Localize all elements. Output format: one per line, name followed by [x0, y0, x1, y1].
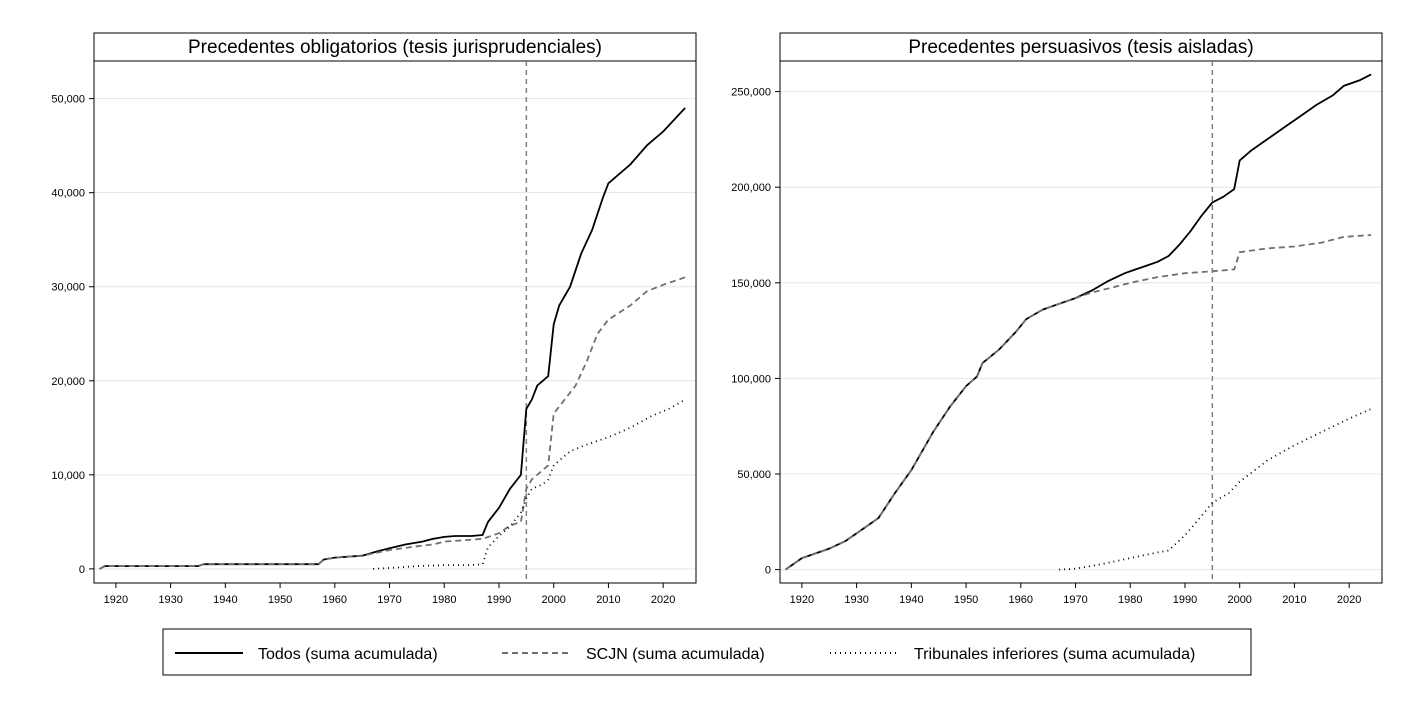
x-tick-label: 2010 — [596, 594, 620, 606]
legend-label-todos: Todos (suma acumulada) — [258, 646, 438, 663]
x-tick-label: 1930 — [844, 594, 868, 606]
x-tick-label: 1980 — [432, 594, 456, 606]
legend-box — [162, 628, 1252, 676]
x-tick-label: 1940 — [213, 594, 237, 606]
x-tick-label: 2020 — [1337, 594, 1361, 606]
legend-label-scjn: SCJN (suma acumulada) — [586, 646, 765, 663]
panel-title: Precedentes obligatorios (tesis jurispru… — [188, 37, 602, 58]
x-tick-label: 2010 — [1282, 594, 1306, 606]
x-tick-label: 1980 — [1118, 594, 1142, 606]
panel-title: Precedentes persuasivos (tesis aisladas) — [908, 37, 1253, 58]
y-tick-label: 0 — [79, 564, 85, 576]
x-tick-label: 1940 — [899, 594, 923, 606]
plot-frame — [779, 60, 1383, 584]
x-tick-label: 1950 — [954, 594, 978, 606]
x-tick-label: 1990 — [1173, 594, 1197, 606]
y-tick-label: 150,000 — [731, 278, 771, 290]
panel-obligatorios: Precedentes obligatorios (tesis jurispru… — [51, 32, 697, 606]
y-tick-label: 0 — [765, 565, 771, 577]
x-tick-label: 1920 — [790, 594, 814, 606]
x-tick-label: 1990 — [487, 594, 511, 606]
x-tick-label: 1970 — [377, 594, 401, 606]
y-tick-label: 100,000 — [731, 373, 771, 385]
y-tick-label: 200,000 — [731, 182, 771, 194]
y-tick-label: 50,000 — [51, 94, 85, 106]
x-tick-label: 1920 — [104, 594, 128, 606]
y-tick-label: 40,000 — [51, 188, 85, 200]
x-tick-label: 1970 — [1063, 594, 1087, 606]
legend: Todos (suma acumulada) SCJN (suma acumul… — [162, 628, 1252, 676]
y-tick-label: 30,000 — [51, 282, 85, 294]
y-tick-label: 20,000 — [51, 376, 85, 388]
series-line-scjn — [784, 234, 1372, 571]
y-tick-label: 10,000 — [51, 470, 85, 482]
y-tick-label: 50,000 — [737, 469, 771, 481]
y-tick-label: 250,000 — [731, 87, 771, 99]
plot-frame — [93, 60, 697, 584]
x-tick-label: 1930 — [158, 594, 182, 606]
x-tick-label: 1960 — [323, 594, 347, 606]
x-tick-label: 1950 — [268, 594, 292, 606]
series-line-tribunales — [373, 398, 686, 570]
x-tick-label: 2000 — [541, 594, 565, 606]
x-tick-label: 2020 — [651, 594, 675, 606]
x-tick-label: 1960 — [1009, 594, 1033, 606]
panel-persuasivos: Precedentes persuasivos (tesis aisladas)… — [731, 32, 1383, 606]
x-tick-label: 2000 — [1227, 594, 1251, 606]
legend-label-tribunales: Tribunales inferiores (suma acumulada) — [914, 646, 1195, 663]
